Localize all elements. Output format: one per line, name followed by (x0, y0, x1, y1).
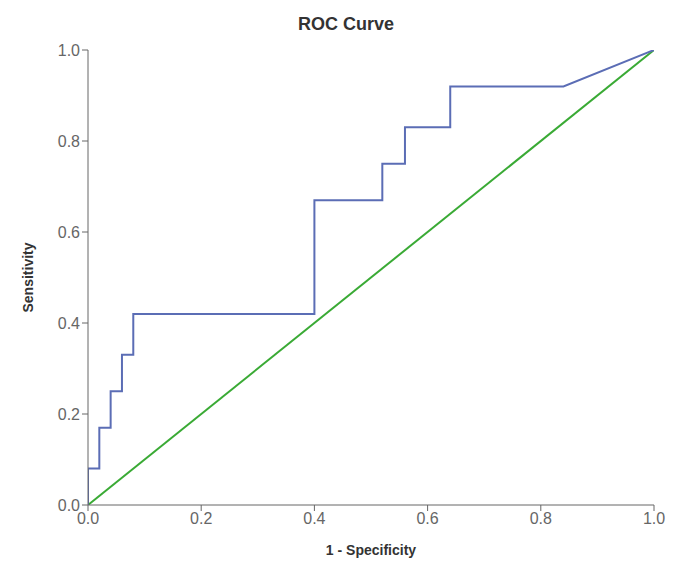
svg-text:0.2: 0.2 (58, 406, 80, 423)
svg-text:0.2: 0.2 (190, 510, 212, 527)
svg-text:0.8: 0.8 (58, 133, 80, 150)
svg-text:0.6: 0.6 (58, 224, 80, 241)
svg-text:0.0: 0.0 (58, 497, 80, 514)
svg-text:1 - Specificity: 1 - Specificity (326, 542, 416, 558)
svg-text:0.0: 0.0 (77, 510, 99, 527)
svg-text:0.4: 0.4 (303, 510, 325, 527)
svg-text:Sensitivity: Sensitivity (20, 242, 36, 312)
html-text:ROC Curve: ROC Curve (298, 14, 394, 34)
svg-text:0.6: 0.6 (416, 510, 438, 527)
svg-text:0.8: 0.8 (530, 510, 552, 527)
svg-text:1.0: 1.0 (58, 42, 80, 59)
svg-text:1.0: 1.0 (643, 510, 665, 527)
svg-text:0.4: 0.4 (58, 315, 80, 332)
